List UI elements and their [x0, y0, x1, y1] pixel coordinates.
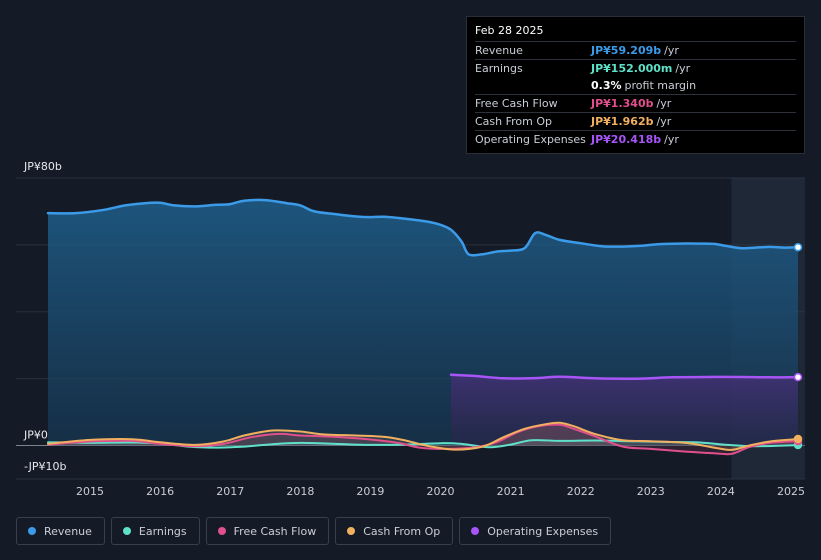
x-tick-label: 2015 — [76, 485, 104, 498]
x-tick-label: 2023 — [637, 485, 665, 498]
tooltip-value: JP¥20.418b — [591, 133, 662, 146]
legend-dot-icon — [471, 527, 480, 535]
tooltip-unit: /yr — [664, 133, 679, 146]
legend-label: Earnings — [138, 524, 187, 538]
x-tick-label: 2018 — [286, 485, 314, 498]
tooltip-label: Free Cash Flow — [475, 97, 558, 110]
series-lines — [46, 198, 800, 456]
tooltip-label: Earnings — [475, 62, 523, 75]
tooltip-value: JP¥59.209b — [591, 44, 662, 57]
tooltip-value: 0.3% — [591, 79, 622, 92]
operating-expenses-line — [449, 373, 800, 380]
tooltip-unit: profit margin — [624, 79, 697, 92]
x-tick-label: 2021 — [497, 485, 525, 498]
legend-dot-icon — [122, 527, 131, 535]
x-axis-ticks: 2015 2016 2017 2018 2019 2020 2021 2022 2023 2024… — [76, 485, 805, 498]
tooltip: Feb 28 2025 Revenue JP¥59.209b/yr Earnings… — [466, 16, 805, 154]
tooltip-unit: /yr — [675, 62, 691, 75]
tooltip-value: JP¥1.340b — [591, 97, 654, 110]
x-tick-label: 2022 — [567, 485, 595, 498]
legend-item-free-cash-flow[interactable]: Free Cash Flow — [205, 517, 330, 545]
revenue-line — [46, 198, 800, 257]
legend-item-operating-expenses[interactable]: Operating Expenses — [459, 517, 612, 545]
tooltip-row: Revenue JP¥59.209b/yr — [475, 41, 796, 59]
tooltip-value: JP¥152.000m — [591, 62, 673, 75]
cash-from-op-line — [47, 421, 799, 451]
legend-label: Revenue — [44, 524, 92, 538]
series-areas — [48, 199, 798, 455]
operating-expenses-endpoint — [793, 372, 803, 382]
tooltip-label: Operating Expenses — [475, 133, 586, 146]
x-tick-label: 2016 — [146, 485, 174, 498]
operating-expenses-area — [451, 374, 798, 446]
tooltip-date: Feb 28 2025 — [475, 24, 544, 37]
legend-item-earnings[interactable]: Earnings — [110, 517, 200, 545]
x-tick-label: 2025 — [777, 485, 805, 498]
tooltip-unit: /yr — [656, 97, 672, 110]
legend: Revenue Earnings Free Cash Flow Cash From O… — [16, 517, 612, 547]
revenue-endpoint — [793, 242, 803, 252]
series-endpoints — [793, 242, 803, 450]
x-tick-label: 2020 — [427, 485, 455, 498]
tooltip-rows: Revenue JP¥59.209b/yr Earnings JP¥152.000m /… — [475, 41, 796, 148]
y-label-top: JP¥80b — [23, 160, 62, 173]
legend-item-cash-from-op[interactable]: Cash From Op — [335, 517, 454, 545]
tooltip-row: Earnings JP¥152.000m/yr — [475, 59, 796, 77]
x-tick-label: 2019 — [356, 485, 384, 498]
tooltip-unit: /yr — [664, 44, 679, 57]
legend-label: Free Cash Flow — [233, 524, 317, 538]
legend-label: Cash From Op — [363, 524, 441, 538]
tooltip-value: JP¥1.962b — [591, 115, 654, 128]
legend-dot-icon — [217, 527, 226, 535]
tooltip-label: Cash From Op — [475, 115, 553, 128]
free-cash-flow-area — [48, 424, 798, 455]
legend-dot-icon — [28, 527, 36, 535]
tooltip-unit: /yr — [656, 115, 672, 128]
legend-dot-icon — [347, 527, 356, 535]
cash-from-op-endpoint — [793, 434, 803, 444]
legend-item-revenue[interactable]: Revenue — [16, 517, 105, 545]
x-tick-label: 2017 — [216, 485, 244, 498]
x-tick-label: 2024 — [707, 485, 735, 498]
tooltip-label: Revenue — [475, 44, 523, 57]
tooltip-row: Free Cash Flow JP¥1.340b/yr — [475, 94, 796, 112]
legend-label: Operating Expenses — [487, 524, 599, 538]
tooltip-row: Cash From Op JP¥1.962b/yr — [475, 112, 796, 130]
tooltip-label — [475, 77, 591, 94]
tooltip-row: 0.3% profit margin — [475, 77, 796, 94]
y-label-zero: JP¥0 — [23, 429, 48, 442]
tooltip-row: Operating Expenses JP¥20.418b/yr — [475, 130, 796, 148]
y-label-bottom: -JP¥10b — [24, 460, 66, 473]
